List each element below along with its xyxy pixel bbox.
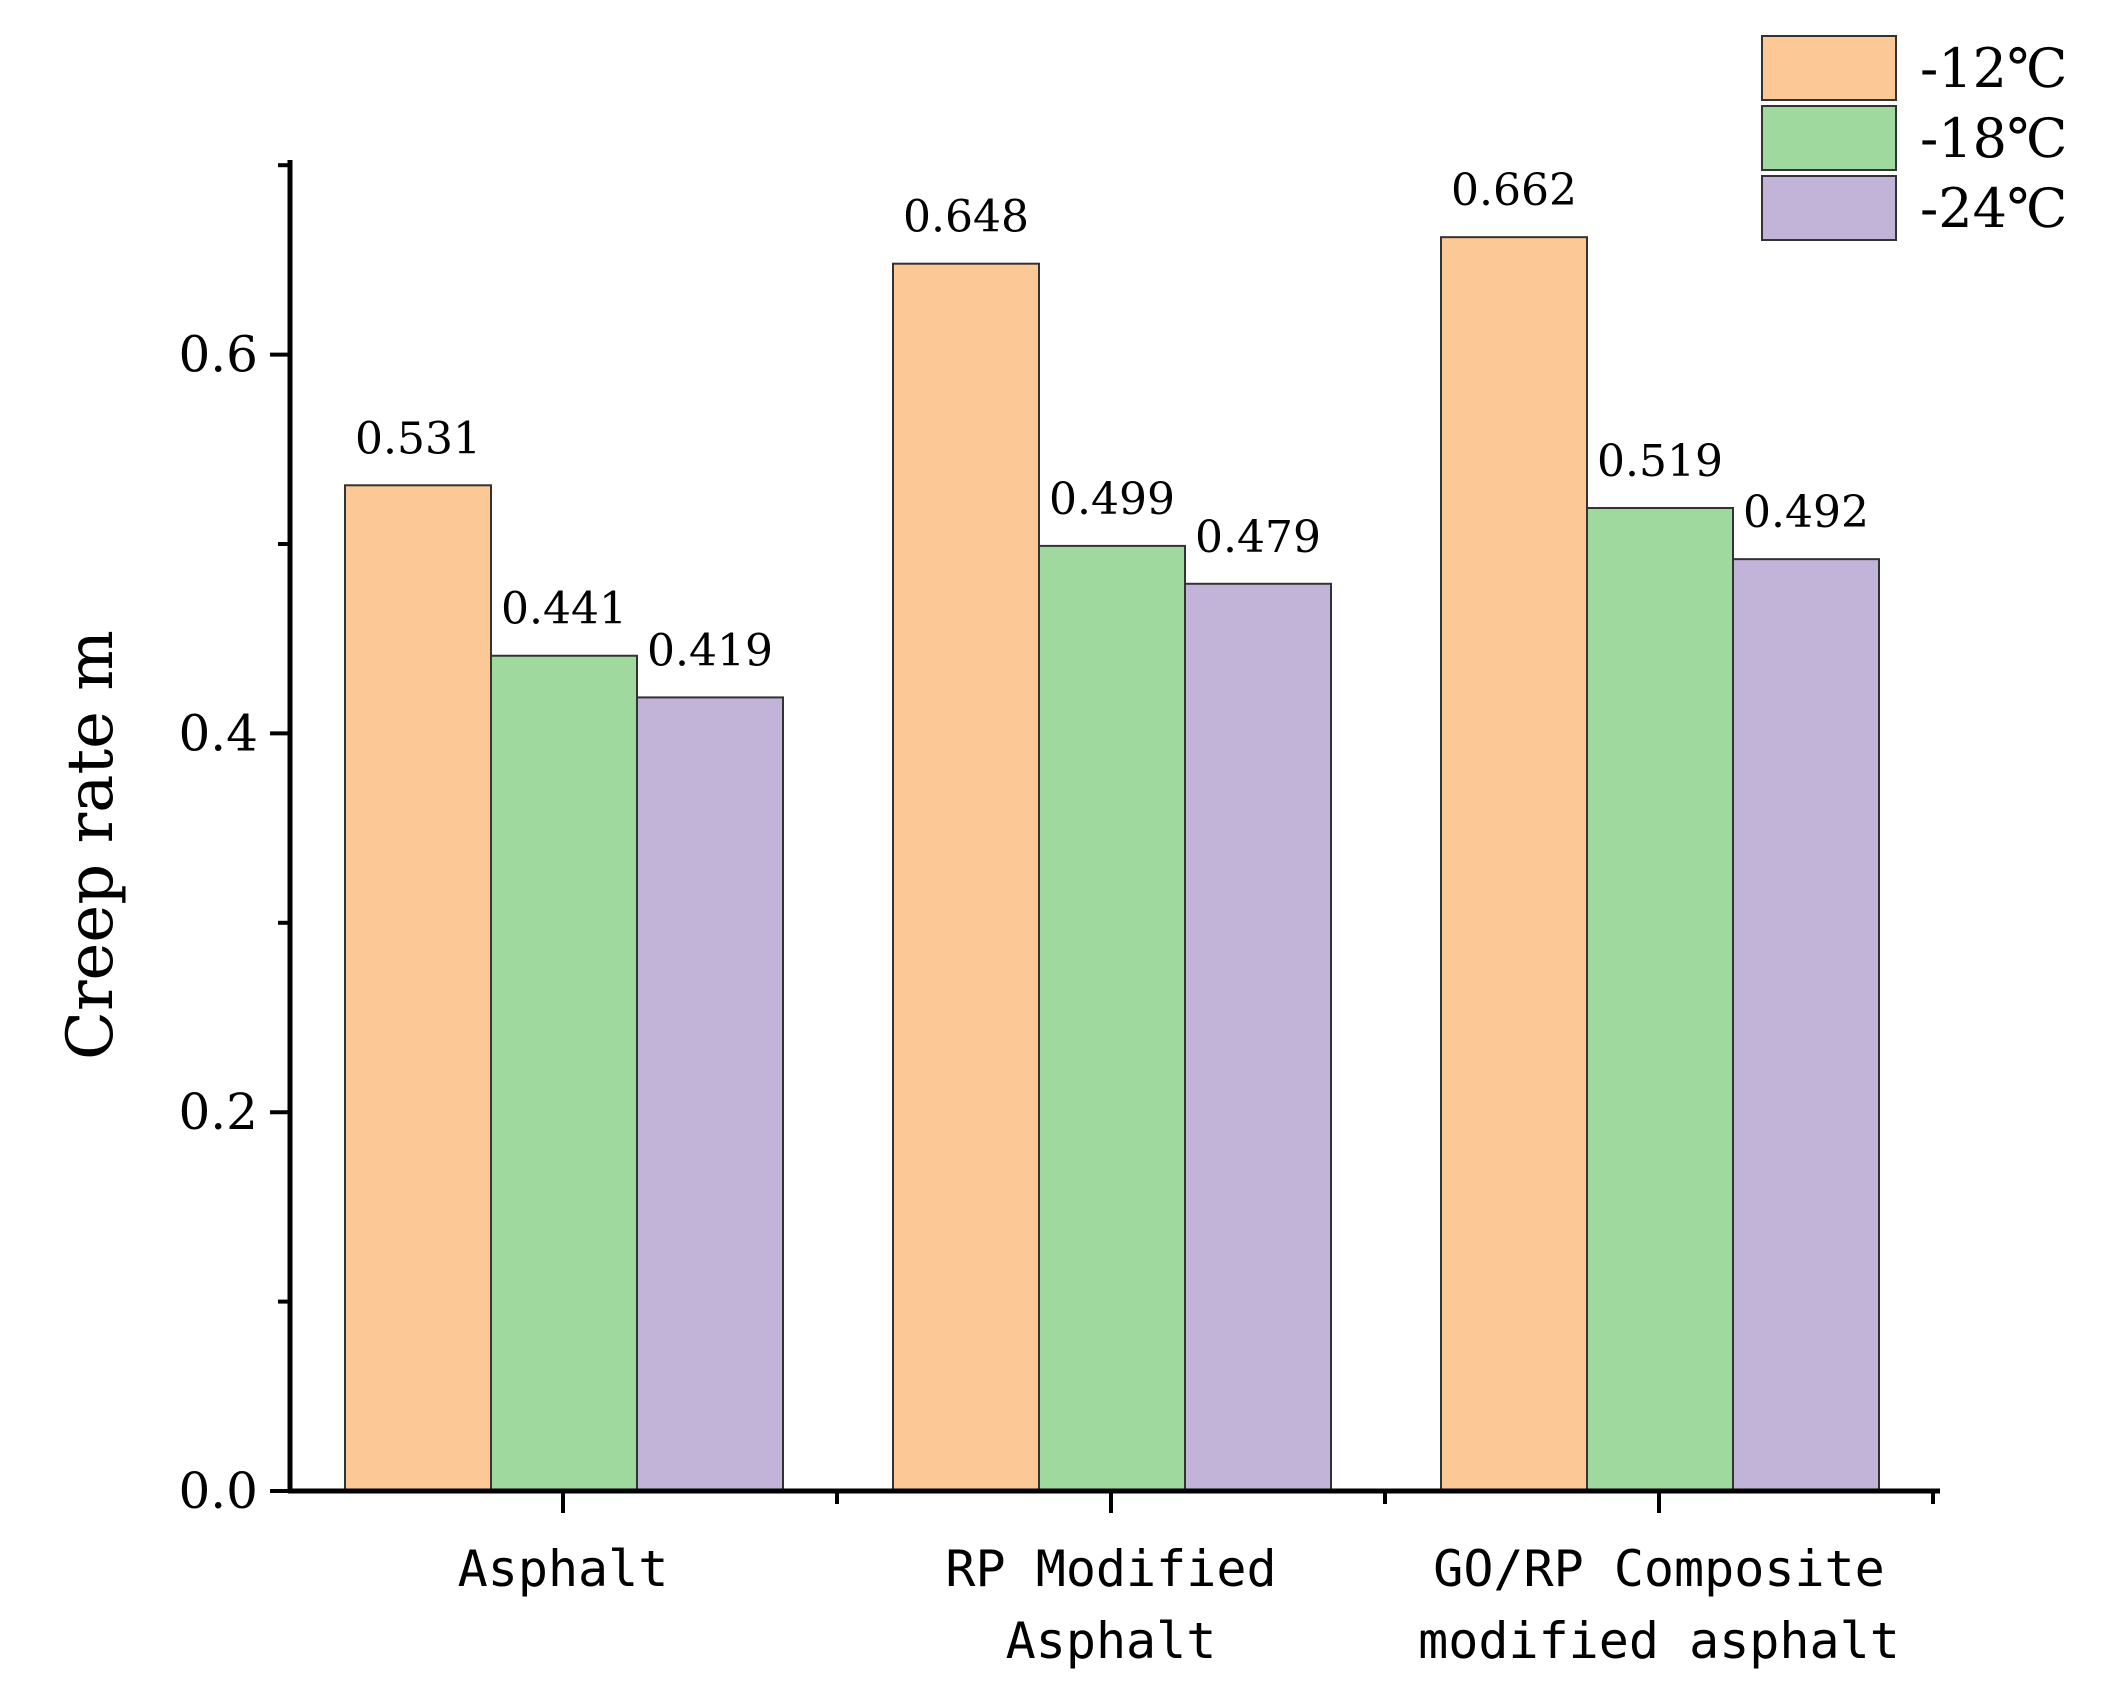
y-tick-label: 0.4 bbox=[178, 704, 258, 762]
data-label-series2-cat1: 0.441 bbox=[501, 584, 627, 635]
x-category-label-1: Asphalt bbox=[458, 1540, 669, 1598]
bar-series2-cat2 bbox=[1038, 544, 1186, 1492]
data-label-series2-cat2: 0.499 bbox=[1049, 474, 1175, 525]
bars-layer bbox=[344, 236, 1880, 1493]
x-category-label-3-line2: modified asphalt bbox=[1418, 1612, 1900, 1670]
bar-series3-cat3 bbox=[1732, 558, 1880, 1492]
x-category-label-2-line1: RP Modified bbox=[945, 1540, 1276, 1598]
data-label-series2-cat3: 0.519 bbox=[1597, 436, 1723, 487]
legend-label-1: -12℃ bbox=[1920, 37, 2067, 100]
legend-swatch-2 bbox=[1761, 105, 1897, 171]
bar-series1-cat1 bbox=[344, 484, 492, 1492]
data-labels-layer: 0.531 0.648 0.662 0.441 0.499 0.519 0.419 0.479… bbox=[355, 165, 1869, 676]
bar-series3-cat1 bbox=[636, 696, 784, 1492]
y-tick-label: 0.0 bbox=[178, 1462, 258, 1520]
bar-series1-cat3 bbox=[1440, 236, 1588, 1492]
axes-layer: 0.0 0.2 0.4 0.6 Asphalt RP Modified Asphalt GO/… bbox=[178, 160, 1940, 1670]
data-label-series3-cat1: 0.419 bbox=[647, 625, 773, 676]
legend-label-2: -18℃ bbox=[1920, 107, 2067, 170]
y-tick-label: 0.2 bbox=[178, 1083, 258, 1141]
data-label-series3-cat2: 0.479 bbox=[1195, 512, 1321, 563]
bar-series1-cat2 bbox=[892, 262, 1040, 1492]
bar-series2-cat1 bbox=[490, 654, 638, 1492]
data-label-series1-cat2: 0.648 bbox=[903, 192, 1029, 243]
legend-swatch-3 bbox=[1761, 175, 1897, 241]
data-label-series1-cat1: 0.531 bbox=[355, 413, 481, 464]
y-axis-title: Creep rate m bbox=[54, 630, 128, 1060]
x-category-label-2-line2: Asphalt bbox=[1006, 1612, 1217, 1670]
legend-label-3: -24℃ bbox=[1920, 177, 2067, 240]
data-label-series3-cat3: 0.492 bbox=[1743, 487, 1869, 538]
data-label-series1-cat3: 0.662 bbox=[1451, 165, 1577, 216]
legend: -12℃ -18℃ -24℃ bbox=[1761, 35, 2067, 241]
y-tick-label: 0.6 bbox=[178, 326, 258, 384]
x-category-label-3-line1: GO/RP Composite bbox=[1433, 1540, 1885, 1598]
legend-swatch-1 bbox=[1761, 35, 1897, 101]
bar-series3-cat2 bbox=[1184, 582, 1332, 1492]
bar-series2-cat3 bbox=[1586, 507, 1734, 1493]
